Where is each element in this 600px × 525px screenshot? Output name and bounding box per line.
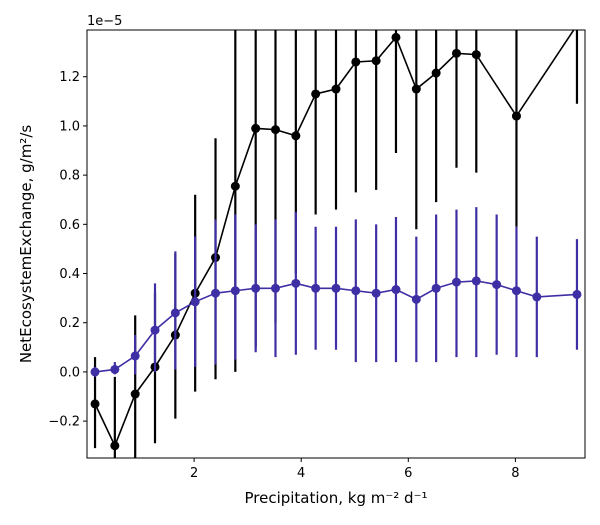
y-tick-label: −0.2 [48,415,80,430]
data-point [110,441,120,451]
data-point [270,125,280,135]
series-layer [90,21,582,458]
series-line [94,30,575,448]
x-axis-label: Precipitation, kg m⁻² d⁻¹ [244,489,427,507]
data-point [572,289,582,299]
data-point [492,280,502,290]
data-point [291,278,301,288]
data-point [391,32,401,42]
data-point [251,283,261,293]
y-tick-label: 1.2 [59,70,80,85]
x-tick-label: 4 [297,466,305,481]
data-point [431,68,441,78]
data-point [431,283,441,293]
data-point [572,21,581,30]
data-point [451,48,461,58]
data-point [511,111,521,121]
data-point [110,364,120,374]
data-point [130,351,140,361]
data-point [90,399,100,409]
y-axis-ticks: −0.2 0.0 0.2 0.4 0.6 0.8 1.0 1.2 [48,70,87,430]
data-point [130,389,140,399]
data-point [230,181,240,191]
data-point [90,367,100,377]
data-point [471,50,481,60]
data-point [311,283,321,293]
x-tick-label: 6 [404,466,412,481]
data-point [471,276,481,286]
x-tick-label: 8 [511,466,519,481]
data-point [411,84,421,94]
series-1 [90,21,581,458]
data-point [230,286,240,296]
data-point [451,277,461,287]
y-tick-label: 1.0 [59,119,80,134]
data-point [532,292,542,302]
y-tick-label: 0.0 [59,365,80,380]
x-tick-label: 2 [190,466,198,481]
series-2 [90,207,582,377]
data-point [331,84,341,94]
data-point [371,288,381,298]
y-tick-label: 0.8 [59,169,80,184]
data-point [270,283,280,293]
data-point [371,56,381,66]
x-axis-ticks: 2 4 6 8 [190,458,520,481]
y-tick-label: 0.6 [59,218,80,233]
data-point [311,89,321,99]
data-point [411,294,421,304]
data-point [511,286,521,296]
data-point [251,123,261,133]
y-axis-label: NetEcosystemExchange, g/m²/s [17,125,35,364]
y-tick-label: 0.2 [59,316,80,331]
data-point [190,297,200,307]
data-point [150,325,160,335]
data-point [351,286,361,296]
data-point [170,308,180,318]
data-point [291,131,301,141]
plot-frame [86,29,586,459]
data-point [331,283,341,293]
y-tick-label: 0.4 [59,267,80,282]
y-axis-scale-label: 1e−5 [87,14,122,29]
data-point [391,285,401,295]
data-point [351,57,361,67]
data-point [211,288,221,298]
